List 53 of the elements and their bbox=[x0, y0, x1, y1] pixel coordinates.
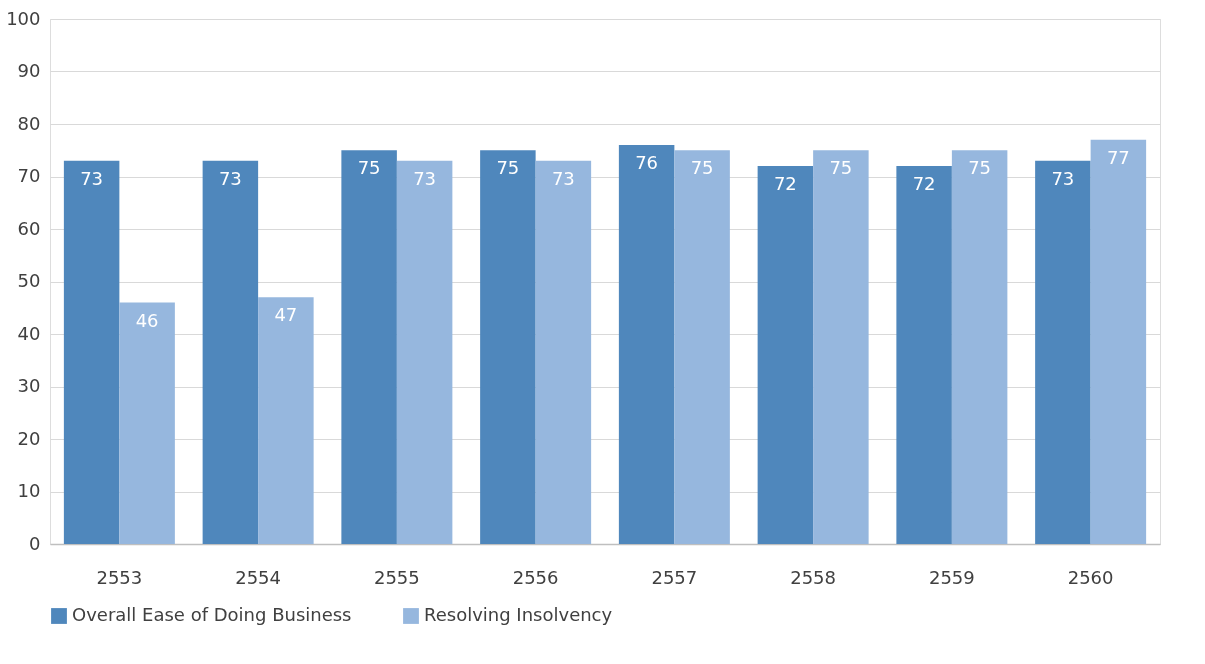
y-tick-label: 40 bbox=[17, 322, 41, 344]
bar bbox=[813, 150, 869, 544]
bar bbox=[396, 160, 453, 544]
y-tick-label: 90 bbox=[17, 60, 41, 81]
y-tick-label: 10 bbox=[17, 480, 41, 501]
data-label: 73 bbox=[218, 167, 242, 189]
data-label: 73 bbox=[80, 167, 104, 189]
data-label: 46 bbox=[135, 309, 159, 331]
bar bbox=[119, 302, 175, 544]
data-label: 47 bbox=[274, 304, 298, 326]
bar bbox=[341, 150, 397, 544]
y-tick-label: 0 bbox=[29, 532, 41, 554]
data-label: 76 bbox=[635, 152, 659, 173]
y-tick-label: 100 bbox=[6, 7, 41, 29]
data-label: 73 bbox=[1051, 167, 1075, 189]
bar bbox=[1090, 139, 1147, 544]
data-label: 72 bbox=[912, 173, 936, 194]
x-tick-label: 2555 bbox=[373, 566, 420, 588]
x-tick-label: 2554 bbox=[235, 566, 282, 588]
bar bbox=[535, 160, 592, 544]
bar bbox=[896, 166, 952, 544]
data-label: 73 bbox=[413, 167, 437, 189]
data-label: 75 bbox=[829, 157, 853, 179]
bar bbox=[258, 297, 314, 544]
y-tick-label: 80 bbox=[17, 112, 41, 134]
legend-label: Resolving Insolvency bbox=[424, 604, 613, 625]
x-tick-label: 2553 bbox=[96, 566, 143, 588]
bar bbox=[1035, 160, 1091, 544]
x-tick-label: 2559 bbox=[928, 566, 975, 588]
y-tick-label: 60 bbox=[17, 217, 41, 239]
bar bbox=[951, 150, 1008, 544]
x-tick-label: 2556 bbox=[512, 566, 559, 588]
data-label: 75 bbox=[357, 157, 381, 179]
y-tick-label: 50 bbox=[17, 270, 41, 291]
legend-label: Overall Ease of Doing Business bbox=[72, 604, 352, 625]
bar bbox=[674, 150, 730, 544]
bar bbox=[618, 145, 675, 544]
data-label: 75 bbox=[690, 157, 714, 179]
data-label: 75 bbox=[968, 157, 992, 179]
data-label: 73 bbox=[551, 167, 575, 189]
bar bbox=[480, 150, 536, 544]
x-tick-label: 2560 bbox=[1067, 566, 1114, 588]
x-tick-label: 2557 bbox=[651, 566, 698, 588]
y-tick-label: 20 bbox=[17, 427, 41, 449]
y-tick-label: 70 bbox=[17, 165, 41, 186]
x-tick-label: 2558 bbox=[790, 566, 837, 588]
bar bbox=[757, 166, 814, 544]
data-label: 77 bbox=[1106, 146, 1130, 168]
bar bbox=[202, 160, 259, 544]
y-tick-label: 30 bbox=[17, 375, 41, 396]
data-label: 75 bbox=[496, 157, 520, 179]
data-label: 72 bbox=[773, 173, 797, 194]
bar bbox=[63, 160, 120, 544]
